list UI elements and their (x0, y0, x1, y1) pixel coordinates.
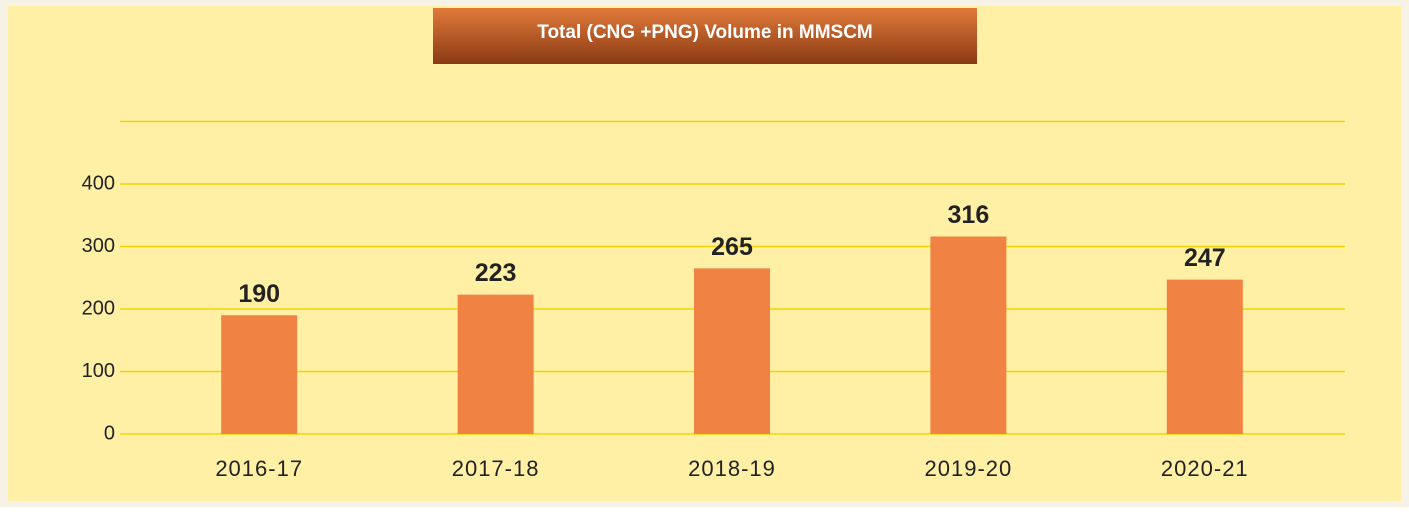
y-tick-label: 100 (82, 360, 115, 382)
y-tick-label: 0 (104, 422, 115, 444)
bar (1166, 279, 1243, 434)
bar (457, 294, 534, 434)
value-label: 265 (711, 233, 753, 261)
y-tick-label: 200 (82, 297, 115, 319)
y-tick-label: 300 (82, 235, 115, 257)
x-tick-label: 2020-21 (1161, 456, 1249, 481)
chart-title: Total (CNG +PNG) Volume in MMSCM (537, 22, 873, 43)
x-tick-label: 2016-17 (215, 456, 303, 481)
x-tick-label: 2019-20 (925, 456, 1013, 481)
bar (694, 268, 770, 434)
title-box (433, 8, 977, 64)
value-label: 223 (475, 259, 517, 287)
value-label: 247 (1184, 244, 1226, 272)
bar (930, 236, 1007, 434)
bar (221, 315, 298, 434)
x-tick-label: 2018-19 (688, 456, 776, 481)
value-label: 316 (948, 201, 990, 229)
value-label: 190 (238, 280, 280, 308)
x-tick-label: 2017-18 (452, 456, 540, 481)
y-tick-label: 400 (82, 172, 115, 194)
